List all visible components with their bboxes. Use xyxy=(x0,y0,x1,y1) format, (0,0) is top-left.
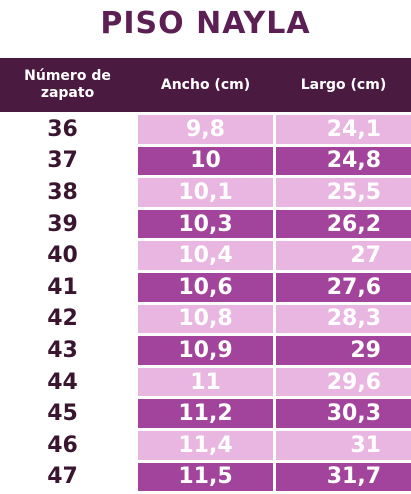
table-cell: 37 xyxy=(0,146,135,176)
table-cell: 43 xyxy=(0,336,135,365)
table-cell: 9,8 xyxy=(138,115,273,144)
table-cell: 11 xyxy=(138,367,273,397)
table-cell: 42 xyxy=(0,304,135,334)
table-cell: 11,5 xyxy=(138,462,273,492)
table-cell: 10,4 xyxy=(138,241,273,270)
table-row: 44 11 29,6 xyxy=(0,367,411,397)
table-cell: 41 xyxy=(0,272,135,302)
table-cell: 31,7 xyxy=(276,462,411,492)
table-row: 39 10,3 26,2 xyxy=(0,209,411,239)
table-cell: 25,5 xyxy=(276,178,411,207)
table-row: 43 10,9 29 xyxy=(0,336,411,365)
table-row: 37 10 24,8 xyxy=(0,146,411,176)
table-row: 38 10,1 25,5 xyxy=(0,178,411,207)
table-cell: 11,4 xyxy=(138,430,273,460)
table-cell: 10,8 xyxy=(138,304,273,334)
table-cell: 26,2 xyxy=(276,209,411,239)
table-cell: 29,6 xyxy=(276,367,411,397)
table-cell: 45 xyxy=(0,399,135,428)
table-cell: 27,6 xyxy=(276,272,411,302)
table-cell: 30,3 xyxy=(276,399,411,428)
table-cell: 11,2 xyxy=(138,399,273,428)
table-row: 45 11,2 30,3 xyxy=(0,399,411,428)
table-row: 41 10,6 27,6 xyxy=(0,272,411,302)
header-cell: Ancho (cm) xyxy=(160,76,251,93)
table-cell: 10,6 xyxy=(138,272,273,302)
table-cell: 28,3 xyxy=(276,304,411,334)
table-cell: 24,1 xyxy=(276,115,411,144)
table-row: 42 10,8 28,3 xyxy=(0,304,411,334)
table-cell: 38 xyxy=(0,178,135,207)
table-row: 46 11,4 31 xyxy=(0,430,411,460)
table-cell: 31 xyxy=(276,430,411,460)
table-cell: 27 xyxy=(276,241,411,270)
table-row: 36 9,8 24,1 xyxy=(0,115,411,144)
table-row: 47 11,5 31,7 xyxy=(0,462,411,492)
header-cell: Largo (cm) xyxy=(300,76,387,93)
size-table: Número de zapato Ancho (cm) Largo (cm) 3… xyxy=(0,58,411,492)
table-cell: 47 xyxy=(0,462,135,492)
table-cell: 10 xyxy=(138,146,273,176)
table-cell: 46 xyxy=(0,430,135,460)
table-cell: 36 xyxy=(0,115,135,144)
table-cell: 10,1 xyxy=(138,178,273,207)
table-cell: 39 xyxy=(0,209,135,239)
table-cell: 44 xyxy=(0,367,135,397)
table-cell: 29 xyxy=(276,336,411,365)
table-cell: 10,9 xyxy=(138,336,273,365)
table-cell: 10,3 xyxy=(138,209,273,239)
table-header: Número de zapato Ancho (cm) Largo (cm) xyxy=(0,58,411,112)
title: PISO NAYLA xyxy=(100,6,311,41)
table-cell: 40 xyxy=(0,241,135,270)
table-cell: 24,8 xyxy=(276,146,411,176)
table-row: 40 10,4 27 xyxy=(0,241,411,270)
header-cell: Número de zapato xyxy=(24,68,111,101)
